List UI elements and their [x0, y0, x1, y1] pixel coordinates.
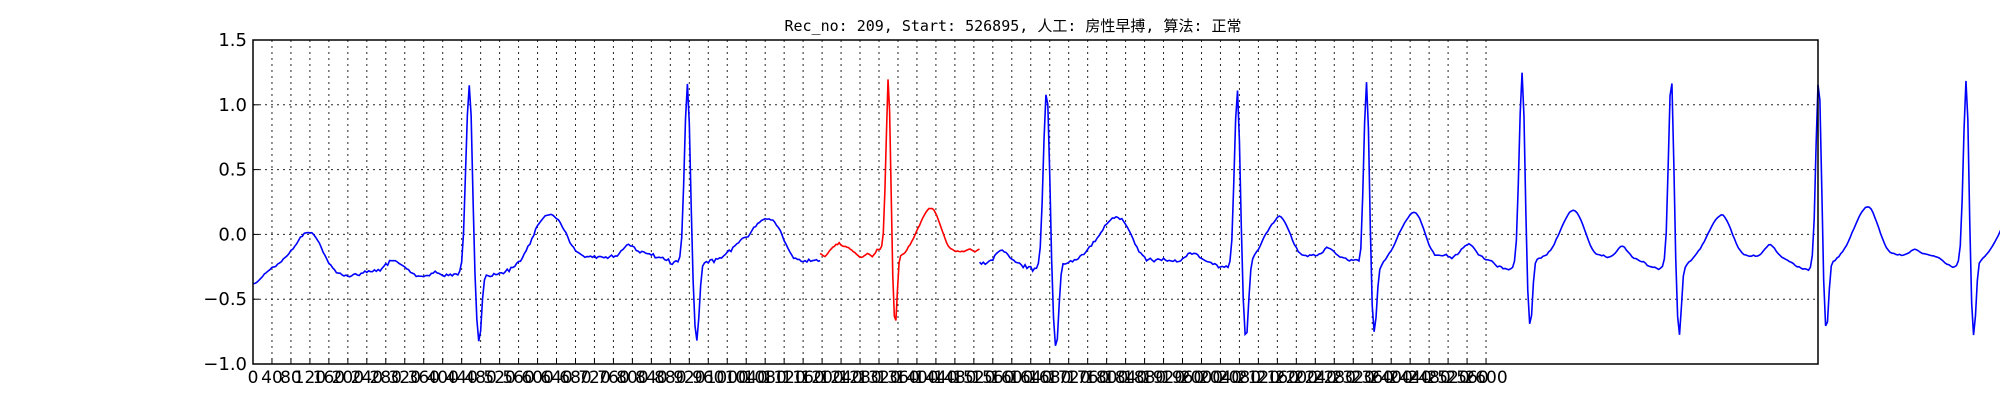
- x-tick-label: 2520: [1426, 368, 1469, 388]
- x-axis: 0 408012016020024028032036040044048052056…: [248, 358, 1508, 388]
- x-tick-label: 2040: [1199, 368, 1242, 388]
- x-tick-label: 1520: [952, 368, 995, 388]
- x-tick-label: 560: [502, 368, 534, 388]
- x-tick-label: 2600: [1464, 368, 1507, 388]
- x-tick-label: 680: [559, 368, 591, 388]
- x-tick-label: 360: [408, 368, 440, 388]
- x-tick-label: 200: [332, 368, 364, 388]
- x-tick-label: 1840: [1104, 368, 1147, 388]
- x-tick-label: 960: [692, 368, 724, 388]
- x-tick-label: 2200: [1275, 368, 1318, 388]
- x-tick-label: 40: [261, 368, 283, 388]
- x-tick-label: 1480: [933, 368, 976, 388]
- x-tick-label: 160: [313, 368, 345, 388]
- x-tick-label: 2000: [1180, 368, 1223, 388]
- x-tick-label: 1000: [706, 368, 749, 388]
- x-tick-label: 840: [635, 368, 667, 388]
- x-tick-label: 1640: [1009, 368, 1052, 388]
- ecg-trace-highlighted: [819, 79, 980, 321]
- x-tick-label: 1120: [763, 368, 806, 388]
- x-tick-label: 1600: [990, 368, 1033, 388]
- x-tick-label: 480: [464, 368, 496, 388]
- y-tick-label: 0.5: [218, 160, 247, 181]
- x-tick-label: 520: [483, 368, 515, 388]
- x-tick-label: 1920: [1142, 368, 1185, 388]
- x-tick-label: 440: [445, 368, 477, 388]
- x-tick-label: 2360: [1351, 368, 1394, 388]
- x-tick-label: 2560: [1445, 368, 1488, 388]
- x-tick-label: 2160: [1256, 368, 1299, 388]
- ecg-trace-normal: [252, 83, 821, 342]
- x-tick-label: 1080: [744, 368, 787, 388]
- y-tick-label: 1.5: [218, 30, 247, 51]
- x-tick-label: 720: [578, 368, 610, 388]
- x-tick-label: 1760: [1066, 368, 1109, 388]
- x-tick-label: 2080: [1218, 368, 1261, 388]
- x-tick-label: 800: [616, 368, 648, 388]
- x-tick-label: 1720: [1047, 368, 1090, 388]
- y-tick-label: −0.5: [203, 289, 247, 310]
- x-tick-label: 760: [597, 368, 629, 388]
- x-tick-label: 2400: [1370, 368, 1413, 388]
- chart-title: Rec_no: 209, Start: 526895, 人工: 房性早搏, 算法…: [784, 17, 1241, 35]
- x-tick-label: 120: [294, 368, 326, 388]
- x-tick-label: 1440: [914, 368, 957, 388]
- x-tick-label: 80: [280, 368, 302, 388]
- x-tick-label: 1560: [971, 368, 1014, 388]
- x-tick-label: 2120: [1237, 368, 1280, 388]
- y-tick-label: 0.0: [218, 224, 247, 245]
- series-group: [252, 72, 2000, 346]
- x-tick-label: 880: [654, 368, 686, 388]
- x-tick-label: 1320: [857, 368, 900, 388]
- grid: [253, 40, 1818, 364]
- ecg-trace-normal: [978, 72, 2000, 346]
- x-tick-label: 1360: [876, 368, 919, 388]
- x-tick-label: 1880: [1123, 368, 1166, 388]
- x-tick-label: 640: [540, 368, 572, 388]
- x-tick-label: 2280: [1313, 368, 1356, 388]
- x-tick-label: 320: [389, 368, 421, 388]
- x-tick-label: 920: [673, 368, 705, 388]
- x-tick-label: 1280: [838, 368, 881, 388]
- x-tick-label: 2440: [1389, 368, 1432, 388]
- x-tick-label: 1400: [895, 368, 938, 388]
- x-tick-label: 1040: [725, 368, 768, 388]
- y-axis: 1.5 1.0 0.5 0.0 −0.5 −1.0: [203, 30, 259, 375]
- x-tick-label: 2480: [1407, 368, 1450, 388]
- x-tick-label: 1240: [819, 368, 862, 388]
- x-tick-label: 600: [521, 368, 553, 388]
- x-tick-label: 1160: [781, 368, 824, 388]
- x-tick-label: 240: [351, 368, 383, 388]
- x-tick-label: 2320: [1332, 368, 1375, 388]
- x-tick-label: 1960: [1161, 368, 1204, 388]
- y-tick-label: −1.0: [203, 354, 247, 375]
- plot-frame: [252, 39, 1819, 365]
- x-tick-label: 1680: [1028, 368, 1071, 388]
- x-tick-label: 1200: [800, 368, 843, 388]
- x-tick-label: 2240: [1294, 368, 1337, 388]
- x-tick-label: 280: [370, 368, 402, 388]
- x-tick-label: 1800: [1085, 368, 1128, 388]
- y-tick-label: 1.0: [218, 95, 247, 116]
- x-tick-label: 0: [248, 368, 259, 388]
- x-tick-label: 400: [426, 368, 458, 388]
